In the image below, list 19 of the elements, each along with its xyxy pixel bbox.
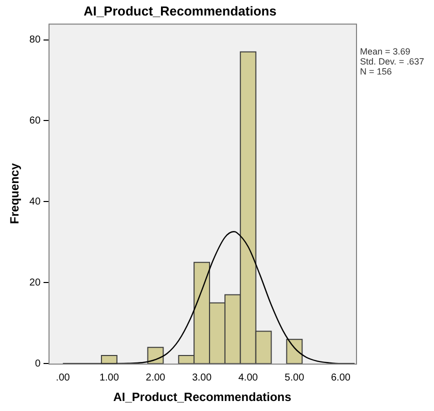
- text: Std. Dev. = .637: [360, 56, 424, 67]
- y-tick-label: 0: [34, 358, 41, 370]
- x-tick-label: 1.00: [99, 372, 120, 384]
- x-tick-label: 4.00: [238, 372, 258, 384]
- text: Mean = 3.69: [360, 46, 410, 57]
- chart-title: AI_Product_Recommendations: [84, 3, 276, 18]
- y-tick-label: 80: [29, 34, 41, 46]
- x-tick-label: .00: [56, 372, 70, 384]
- y-tick-label: 60: [29, 115, 41, 126]
- line-series: [62, 231, 356, 364]
- x-tick-label: 3.00: [192, 372, 212, 384]
- x-tick-label: 6.00: [330, 372, 351, 384]
- x-tick-label: 5.00: [284, 372, 305, 384]
- x-axis-title: AI_Product_Recommendations: [113, 390, 292, 404]
- x-tick-label: 2.00: [146, 372, 166, 384]
- y-axis-title: Frequency: [8, 162, 22, 224]
- text: N = 156: [360, 66, 392, 77]
- y-tick-label: 20: [29, 277, 41, 288]
- y-tick-label: 40: [29, 196, 41, 208]
